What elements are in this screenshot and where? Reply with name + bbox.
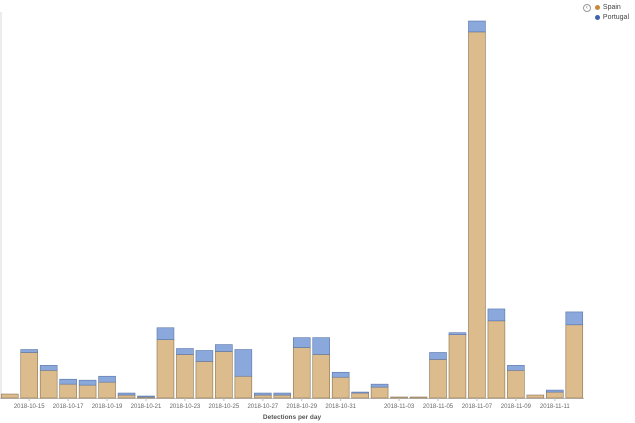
bar-spain-2018-11-12[interactable]: [565, 324, 584, 399]
x-tick-label: 2018-10-15: [14, 404, 45, 410]
bar-portugal-2018-11-08[interactable]: [487, 308, 506, 322]
legend-dot-spain: [594, 4, 600, 10]
x-tick-label: 2018-11-05: [423, 404, 454, 410]
bar-spain-2018-10-23[interactable]: [176, 354, 194, 399]
bar-spain-2018-10-28[interactable]: [273, 394, 292, 399]
x-tick-label: 2018-10-17: [53, 404, 84, 410]
bar-portugal-2018-11-06[interactable]: [448, 332, 467, 335]
bar-portugal-2018-10-24[interactable]: [195, 350, 214, 362]
bar-spain-2018-10-29[interactable]: [292, 347, 311, 399]
legend-label-spain: Spain: [602, 3, 621, 11]
legend-label-portugal: Portugal: [602, 13, 629, 21]
bar-spain-2018-11-08[interactable]: [487, 320, 506, 399]
bar-spain-2018-10-25[interactable]: [215, 351, 233, 399]
bar-spain-2018-11-07[interactable]: [468, 31, 486, 399]
bar-portugal-2018-10-28[interactable]: [273, 392, 292, 396]
x-tick-label: 2018-10-19: [92, 404, 123, 410]
bar-portugal-2018-10-15[interactable]: [20, 349, 38, 353]
bar-spain-2018-10-17[interactable]: [59, 383, 77, 399]
bar-portugal-2018-10-23[interactable]: [176, 348, 194, 355]
bars-group: [0, 20, 584, 399]
bar-portugal-2018-10-17[interactable]: [59, 378, 77, 385]
bar-portugal-2018-10-19[interactable]: [98, 375, 116, 383]
bar-spain-2018-10-26[interactable]: [234, 375, 253, 399]
x-tick-label: 2018-10-25: [209, 404, 240, 410]
bar-portugal-2018-10-27[interactable]: [254, 392, 272, 396]
bar-spain-2018-10-14[interactable]: [0, 393, 19, 399]
bar-portugal-2018-10-29[interactable]: [292, 337, 311, 348]
bar-portugal-2018-10-31[interactable]: [331, 371, 350, 378]
legend-dot-portugal: [594, 14, 600, 20]
bar-portugal-2018-10-22[interactable]: [156, 327, 175, 340]
bar-spain-2018-10-20[interactable]: [117, 394, 136, 399]
bar-portugal-2018-10-16[interactable]: [39, 365, 58, 371]
bar-spain-2018-11-09[interactable]: [507, 369, 525, 399]
x-tick-label: 2018-11-09: [501, 404, 532, 410]
x-tick-label: 2018-10-31: [325, 404, 356, 410]
bar-spain-2018-11-06[interactable]: [448, 334, 467, 399]
bar-spain-2018-10-31[interactable]: [331, 376, 350, 399]
bar-portugal-2018-10-20[interactable]: [117, 392, 136, 396]
legend-toggle-icon[interactable]: ‹: [582, 4, 591, 12]
bar-portugal-2018-11-12[interactable]: [565, 311, 584, 326]
x-tick-label: 2018-10-27: [247, 404, 278, 410]
x-tick-label: 2018-10-29: [286, 404, 317, 410]
x-tick-label: 2018-11-11: [540, 404, 570, 410]
bar-portugal-2018-10-26[interactable]: [234, 349, 253, 377]
bar-portugal-2018-10-30[interactable]: [312, 337, 330, 355]
bar-portugal-2018-11-05[interactable]: [429, 352, 447, 360]
bar-portugal-2018-10-18[interactable]: [78, 379, 97, 386]
x-tick-label: 2018-10-23: [170, 404, 201, 410]
x-tick-label: 2018-11-07: [462, 404, 493, 410]
bar-spain-2018-11-10[interactable]: [526, 394, 545, 399]
legend-item-spain[interactable]: Spain: [594, 2, 629, 12]
bar-spain-2018-10-16[interactable]: [39, 369, 58, 399]
bar-portugal-2018-11-11[interactable]: [546, 389, 564, 393]
x-axis-title: Detections per day: [263, 414, 322, 421]
bar-spain-2018-10-18[interactable]: [78, 384, 97, 399]
legend-item-portugal[interactable]: Portugal: [594, 12, 629, 22]
bar-spain-2018-10-27[interactable]: [254, 394, 272, 399]
bar-portugal-2018-11-02[interactable]: [370, 383, 389, 388]
bar-portugal-2018-10-21[interactable]: [137, 395, 155, 398]
bar-portugal-2018-11-09[interactable]: [507, 365, 525, 371]
bar-portugal-2018-10-25[interactable]: [215, 344, 233, 352]
x-tick-label: 2018-11-03: [384, 404, 415, 410]
bar-spain-2018-11-11[interactable]: [546, 391, 564, 399]
bar-spain-2018-10-22[interactable]: [156, 339, 175, 399]
bar-spain-2018-10-30[interactable]: [312, 354, 330, 399]
bar-spain-2018-10-24[interactable]: [195, 361, 214, 399]
bar-spain-2018-11-01[interactable]: [351, 392, 369, 399]
bar-spain-2018-11-05[interactable]: [429, 359, 447, 399]
x-ticks-group: 2018-10-15 2018-10-17 2018-10-19 2018-10-21…: [14, 398, 570, 410]
bar-spain-2018-11-03[interactable]: [390, 396, 408, 399]
bar-portugal-2018-11-07[interactable]: [468, 20, 486, 33]
bar-spain-2018-11-04[interactable]: [409, 396, 428, 399]
x-tick-label: 2018-10-21: [131, 404, 162, 410]
bar-spain-2018-11-02[interactable]: [370, 386, 389, 399]
bar-spain-2018-10-15[interactable]: [20, 352, 38, 399]
legend: ‹ Spain Portugal: [582, 2, 629, 22]
bar-portugal-2018-11-01[interactable]: [351, 391, 369, 394]
bar-spain-2018-10-19[interactable]: [98, 381, 116, 399]
